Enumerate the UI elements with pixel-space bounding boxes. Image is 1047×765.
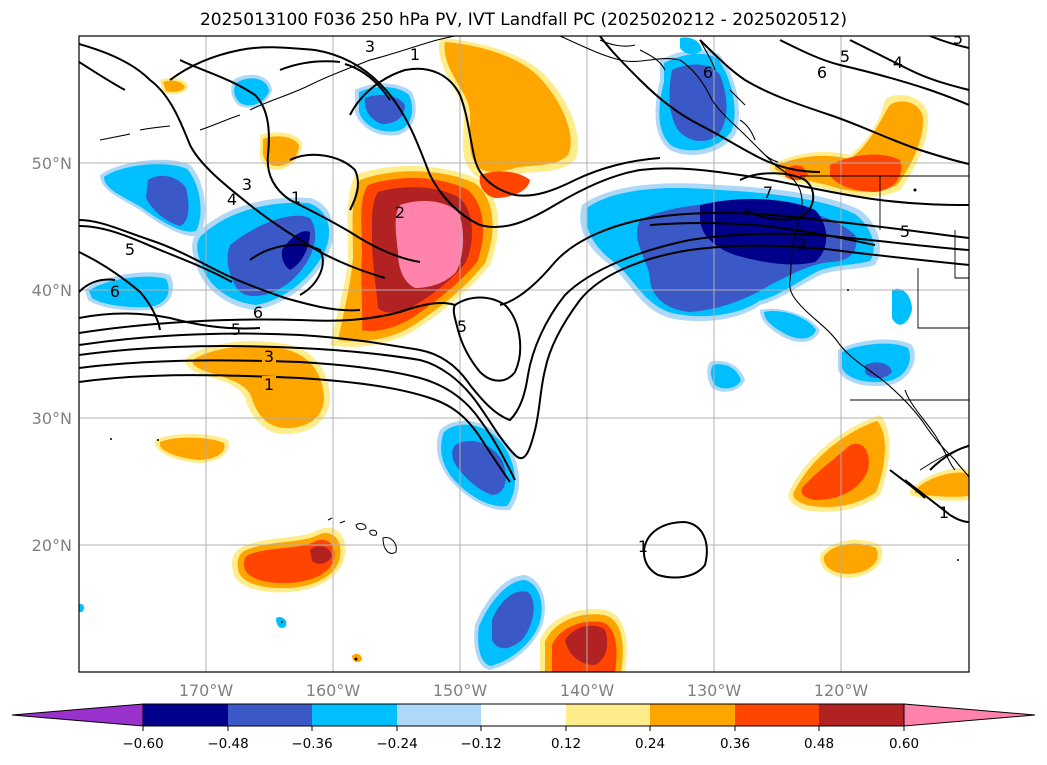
colorbar-extend-high xyxy=(903,703,1036,727)
alaska-coast xyxy=(99,36,456,141)
latitude-labels: 50°N 40°N 30°N 20°N xyxy=(32,154,72,555)
contour-label: 4 xyxy=(227,190,237,209)
colorbar-tick-label: −0.48 xyxy=(207,736,248,752)
colorbar-tick-label: −0.12 xyxy=(460,736,501,752)
contour-label: 3 xyxy=(264,347,274,366)
positive-anomaly-north-strip xyxy=(439,38,579,198)
contour-label: 3 xyxy=(365,37,375,56)
contour-label: 4 xyxy=(893,53,903,72)
graticule xyxy=(79,36,969,672)
lat-label: 20°N xyxy=(32,536,72,555)
colorbar-tick-label: 0.24 xyxy=(635,736,665,752)
lat-label: 30°N xyxy=(32,409,72,428)
positive-anomaly-hawaii xyxy=(232,527,362,663)
colorbar-tick-label: −0.60 xyxy=(122,736,163,752)
colorbar-segment xyxy=(312,704,397,726)
colorbar-tick-label: 0.36 xyxy=(720,736,750,752)
contour-label: 5 xyxy=(125,240,135,259)
contour-label: 1 xyxy=(410,45,420,64)
colorbar-segment xyxy=(481,704,566,726)
colorbar: −0.60 −0.48 −0.36 −0.24 −0.12 0.12 0.24 … xyxy=(11,703,1036,752)
longitude-labels: 170°W 160°W 150°W 140°W 130°W 120°W xyxy=(179,681,869,700)
map-title: 2025013100 F036 250 hPa PV, IVT Landfall… xyxy=(199,10,847,30)
colorbar-extend-low xyxy=(11,703,144,727)
contour-label: 1 xyxy=(939,503,949,522)
contour-label: 5 xyxy=(900,222,910,241)
contour-label: 3 xyxy=(242,175,252,194)
shading-layer: 1 3 4 3 1 5 6 6 5 3 1 2 5 5 6 4 5 7 2 1 … xyxy=(79,29,969,672)
positive-anomaly-south xyxy=(540,609,627,672)
positive-anomaly-west xyxy=(155,78,330,463)
colorbar-segment xyxy=(735,704,819,726)
island-dots xyxy=(110,188,959,661)
contour-label: 1 xyxy=(291,188,301,207)
colorbar-segment xyxy=(819,704,904,726)
lon-label: 150°W xyxy=(433,681,488,700)
lon-label: 120°W xyxy=(814,681,869,700)
contour-label: 5 xyxy=(953,29,963,48)
colorbar-segment xyxy=(566,704,650,726)
colorbar-segment xyxy=(397,704,481,726)
colorbar-segment xyxy=(228,704,312,726)
positive-anomaly-central xyxy=(330,165,499,347)
positive-anomaly-east xyxy=(770,95,969,578)
contour-label: 6 xyxy=(703,63,713,82)
lat-label: 40°N xyxy=(32,281,72,300)
lon-label: 140°W xyxy=(560,681,615,700)
lon-label: 130°W xyxy=(687,681,742,700)
colorbar-segment xyxy=(650,704,735,726)
colorbar-segment xyxy=(143,704,228,726)
map-frame xyxy=(78,35,970,673)
pv-contours xyxy=(79,36,969,579)
contour-label: 2 xyxy=(797,235,807,254)
contour-label: 2 xyxy=(395,203,405,222)
contour-label: 1 xyxy=(264,375,274,394)
lat-label: 50°N xyxy=(32,154,72,173)
contour-label: 1 xyxy=(638,537,648,556)
contour-label: 5 xyxy=(840,47,850,66)
lon-label: 170°W xyxy=(179,681,234,700)
colorbar-tick-label: 0.12 xyxy=(551,736,581,752)
contour-labels: 1 3 4 3 1 5 6 6 5 3 1 2 5 5 6 4 5 7 2 1 … xyxy=(110,29,963,556)
hawaiian-islands xyxy=(327,517,397,554)
contour-label: 7 xyxy=(763,183,773,202)
lon-label: 160°W xyxy=(306,681,361,700)
negative-anomaly-alaska xyxy=(655,37,740,155)
colorbar-tick-label: −0.36 xyxy=(291,736,332,752)
colorbar-tick-label: 0.60 xyxy=(889,736,919,752)
contour-label: 6 xyxy=(110,282,120,301)
contour-label: 6 xyxy=(817,63,827,82)
contour-label: 5 xyxy=(457,317,467,336)
colorbar-tick-label: 0.48 xyxy=(804,736,834,752)
colorbar-tick-label: −0.24 xyxy=(376,736,417,752)
contour-label: 6 xyxy=(253,303,263,322)
contour-label: 5 xyxy=(231,320,241,339)
